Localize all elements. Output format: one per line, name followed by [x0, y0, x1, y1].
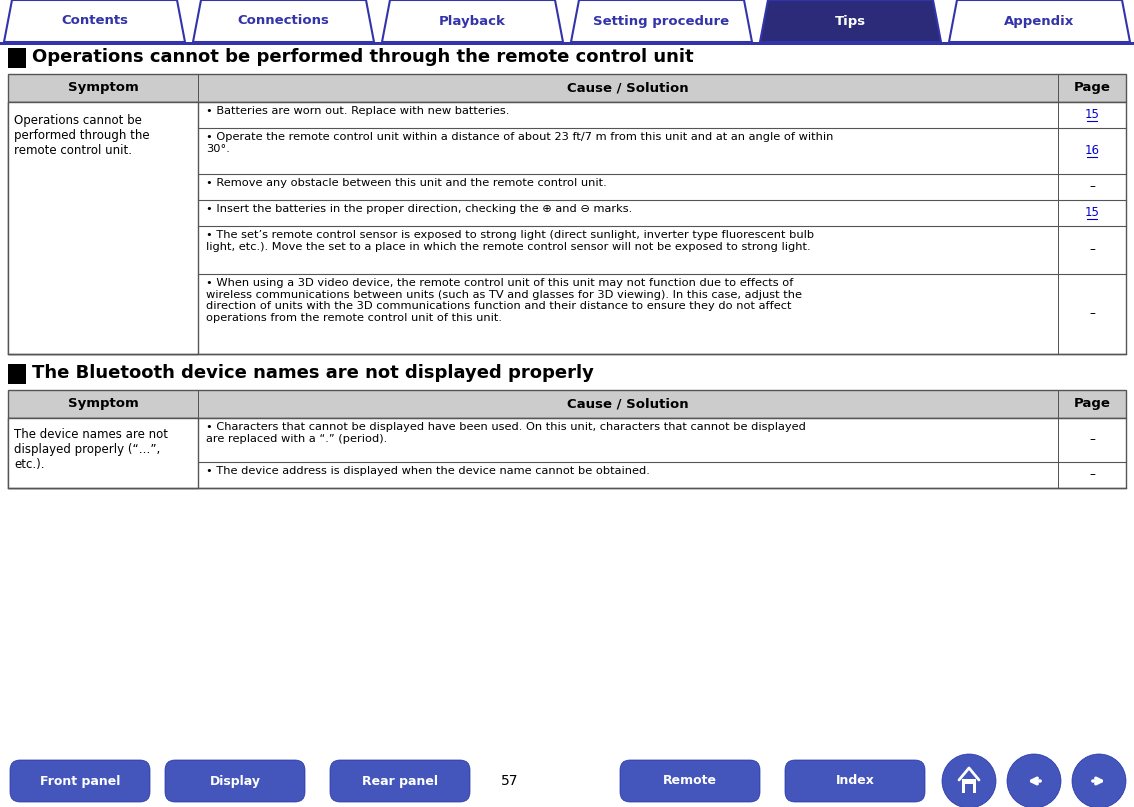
Text: 57: 57 [501, 774, 518, 788]
Text: Symptom: Symptom [68, 82, 138, 94]
Text: Operations cannot be
performed through the
remote control unit.: Operations cannot be performed through t… [14, 114, 150, 157]
Bar [8, 390, 1126, 418]
Bar [8, 102, 198, 354]
FancyBboxPatch shape [330, 760, 469, 802]
Bar [0, 42, 1134, 45]
Text: –: – [1089, 181, 1095, 194]
Text: –: – [1089, 307, 1095, 320]
Text: Remote: Remote [663, 775, 717, 788]
Circle shape [1072, 754, 1126, 807]
Text: Display: Display [210, 775, 261, 788]
Text: Index: Index [836, 775, 874, 788]
Text: • The set’s remote control sensor is exposed to strong light (direct sunlight, i: • The set’s remote control sensor is exp… [206, 230, 814, 252]
Bar [8, 48, 26, 68]
Text: • Insert the batteries in the proper direction, checking the ⊕ and ⊖ marks.: • Insert the batteries in the proper dir… [206, 204, 633, 214]
Text: 15: 15 [1084, 108, 1100, 122]
Bar [8, 102, 1126, 354]
Text: The device names are not
displayed properly (“…”,
etc.).: The device names are not displayed prope… [14, 428, 168, 471]
Text: The Bluetooth device names are not displayed properly: The Bluetooth device names are not displ… [32, 364, 594, 382]
Text: Tips: Tips [835, 15, 866, 27]
FancyBboxPatch shape [10, 760, 150, 802]
Polygon shape [5, 0, 185, 42]
Text: Connections: Connections [237, 15, 330, 27]
Text: • Batteries are worn out. Replace with new batteries.: • Batteries are worn out. Replace with n… [206, 106, 509, 116]
Text: Cause / Solution: Cause / Solution [567, 398, 688, 411]
Text: –: – [1089, 244, 1095, 257]
FancyBboxPatch shape [785, 760, 925, 802]
Text: Setting procedure: Setting procedure [593, 15, 729, 27]
Polygon shape [572, 0, 752, 42]
Text: Page: Page [1074, 398, 1110, 411]
Bar [962, 779, 976, 793]
Text: –: – [1089, 433, 1095, 446]
Text: • The device address is displayed when the device name cannot be obtained.: • The device address is displayed when t… [206, 466, 650, 476]
Circle shape [942, 754, 996, 807]
Text: • Characters that cannot be displayed have been used. On this unit, characters t: • Characters that cannot be displayed ha… [206, 422, 806, 444]
Text: Operations cannot be performed through the remote control unit: Operations cannot be performed through t… [32, 48, 694, 66]
Text: Symptom: Symptom [68, 398, 138, 411]
Text: Contents: Contents [61, 15, 128, 27]
Bar [8, 364, 26, 384]
Text: Appendix: Appendix [1005, 15, 1075, 27]
Text: Playback: Playback [439, 15, 506, 27]
Bar [8, 74, 1126, 102]
Polygon shape [382, 0, 562, 42]
Text: Front panel: Front panel [40, 775, 120, 788]
Circle shape [1007, 754, 1061, 807]
Text: 16: 16 [1084, 144, 1100, 157]
FancyBboxPatch shape [620, 760, 760, 802]
Text: –: – [1089, 469, 1095, 482]
Polygon shape [949, 0, 1129, 42]
Polygon shape [760, 0, 941, 42]
Text: • Remove any obstacle between this unit and the remote control unit.: • Remove any obstacle between this unit … [206, 178, 607, 188]
Bar [965, 784, 973, 793]
Bar [8, 418, 198, 488]
Text: Cause / Solution: Cause / Solution [567, 82, 688, 94]
Text: Page: Page [1074, 82, 1110, 94]
Bar [8, 418, 1126, 488]
FancyBboxPatch shape [166, 760, 305, 802]
Text: • When using a 3D video device, the remote control unit of this unit may not fun: • When using a 3D video device, the remo… [206, 278, 802, 323]
Polygon shape [193, 0, 374, 42]
Text: • Operate the remote control unit within a distance of about 23 ft/7 m from this: • Operate the remote control unit within… [206, 132, 833, 153]
Text: Rear panel: Rear panel [362, 775, 438, 788]
Text: 15: 15 [1084, 207, 1100, 220]
